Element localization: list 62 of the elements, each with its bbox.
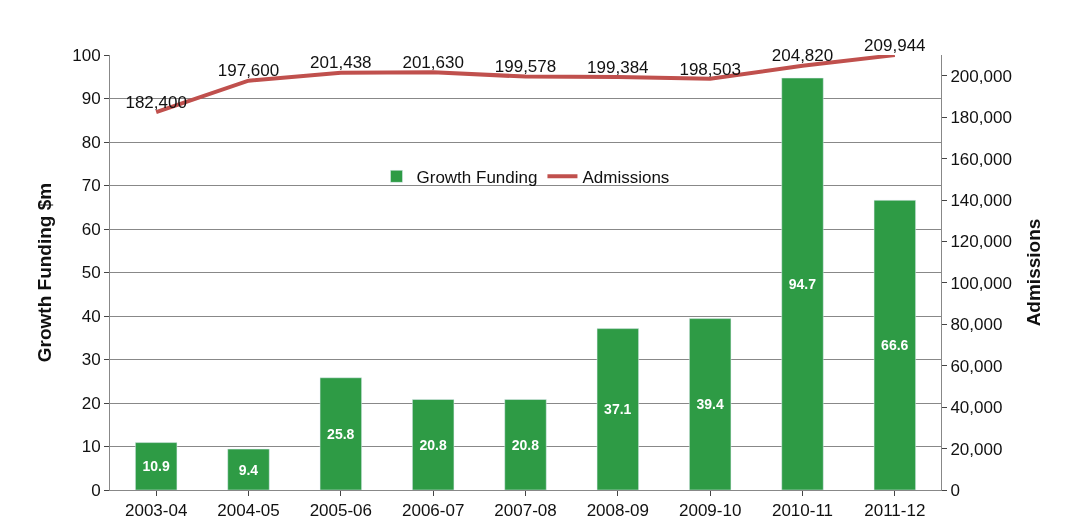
- data-label: 39.4: [696, 396, 724, 413]
- y2-tick-label: 120,000: [950, 232, 1012, 252]
- data-label: 20.8: [511, 436, 540, 453]
- data-label: 199,384: [587, 57, 649, 77]
- data-label: 209,944: [864, 35, 926, 55]
- x-tick-label: 2010-11: [771, 501, 834, 521]
- y2-tick-label: 80,000: [950, 315, 1003, 335]
- y2-tick-label: 200,000: [950, 66, 1012, 86]
- y2-tick-label: 160,000: [950, 149, 1012, 169]
- y-tick-label: 50: [81, 263, 101, 283]
- y2-tick-label: 140,000: [950, 190, 1012, 210]
- legend-label: Admissions: [582, 167, 670, 187]
- x-tick-label: 2004-05: [217, 501, 280, 521]
- data-label: 94.7: [788, 276, 817, 293]
- data-label: 66.6: [881, 337, 909, 354]
- bar: [504, 399, 547, 490]
- data-label: 9.4: [238, 461, 259, 478]
- y2-tick-label: 20,000: [950, 439, 1003, 459]
- y-tick-label: 90: [81, 89, 101, 109]
- x-tick-label: 2006-07: [401, 501, 465, 521]
- x-tick-label: 2003-04: [124, 501, 188, 521]
- bar: [596, 328, 639, 490]
- y-tick-label: 30: [81, 350, 101, 370]
- x-tick-label: 2005-06: [309, 501, 373, 521]
- data-label: 204,820: [771, 46, 834, 66]
- data-label: 37.1: [604, 401, 632, 418]
- data-label: 25.8: [327, 425, 355, 442]
- y-tick-label: 10: [81, 437, 101, 457]
- y-tick-label: 60: [81, 219, 101, 239]
- bar: [781, 77, 824, 490]
- data-label: 199,578: [494, 57, 557, 77]
- x-tick-label: 2011-12: [864, 501, 926, 521]
- y-tick-label: 100: [72, 45, 101, 65]
- bar: [319, 377, 362, 490]
- y2-tick-label: 100,000: [950, 273, 1012, 293]
- data-label: 198,503: [679, 59, 741, 79]
- x-tick-label: 2009-10: [678, 501, 742, 521]
- y2-tick-label: 180,000: [950, 108, 1012, 128]
- y-tick-label: 40: [81, 306, 101, 326]
- data-label: 201,438: [310, 53, 372, 73]
- y2-tick-label: 40,000: [950, 398, 1003, 418]
- y-tick-label: 70: [81, 176, 101, 196]
- bar: [135, 442, 178, 490]
- y2-tick-label: 60,000: [950, 356, 1003, 376]
- y-axis-title: Growth Funding $m: [34, 182, 56, 363]
- y2-axis-title: Admissions: [1022, 218, 1044, 327]
- y2-tick-label: 0: [950, 480, 960, 500]
- bar: [412, 399, 455, 490]
- x-tick-label: 2007-08: [494, 501, 557, 521]
- bar: [227, 448, 270, 490]
- data-label: 10.9: [142, 458, 170, 475]
- x-tick-label: 2008-09: [586, 501, 650, 521]
- data-label: 182,400: [125, 92, 187, 112]
- y-tick-label: 0: [91, 480, 101, 500]
- y-tick-label: 80: [81, 132, 101, 152]
- data-label: 20.8: [419, 436, 447, 453]
- data-label: 201,630: [402, 53, 464, 73]
- bar: [689, 318, 732, 490]
- data-label: 197,600: [217, 61, 280, 81]
- y-tick-label: 20: [81, 393, 101, 413]
- legend-label: Growth Funding: [416, 167, 538, 187]
- bar: [873, 200, 916, 490]
